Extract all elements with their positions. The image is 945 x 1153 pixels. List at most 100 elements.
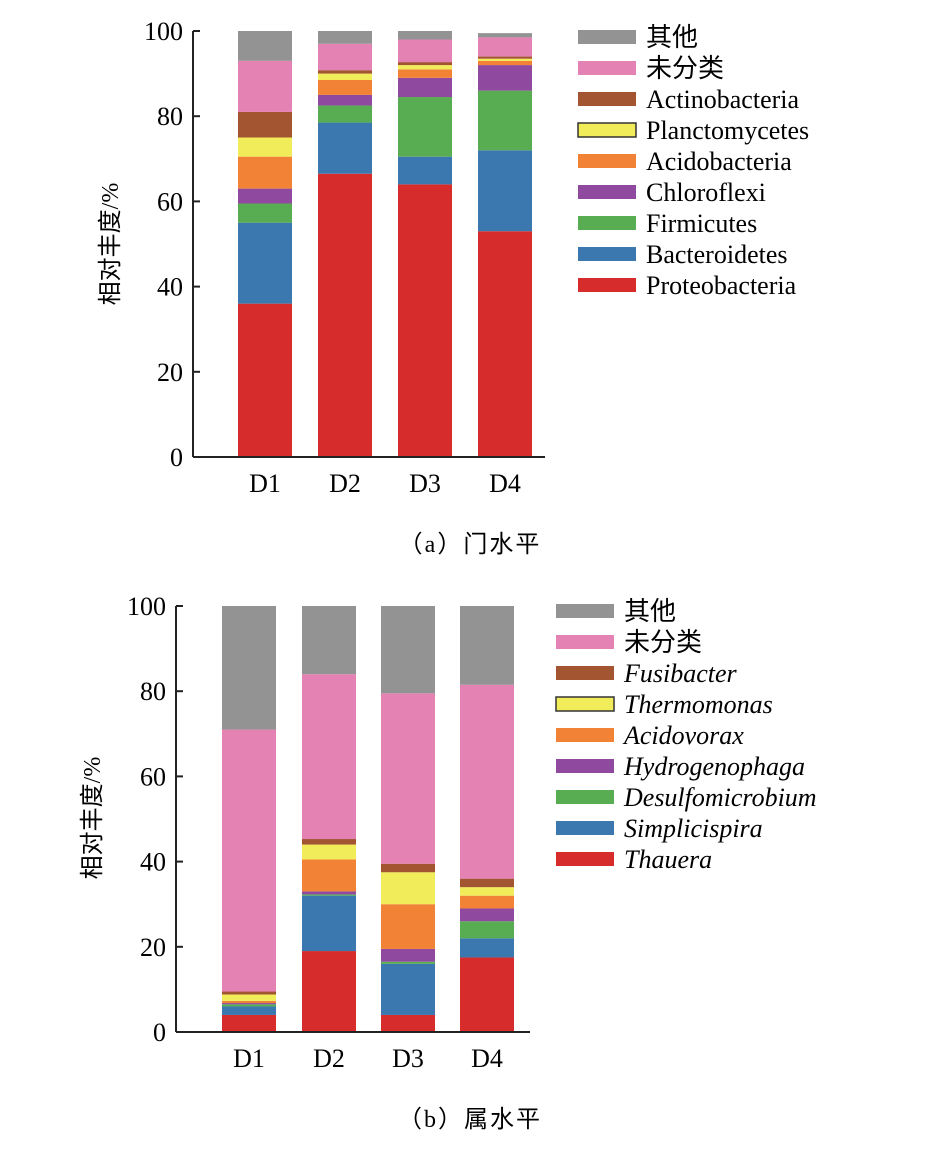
chart2-bar-D1-s1 [222,1014,276,1032]
chart1-bar-D4-s6 [478,58,532,61]
chart1-legend-swatch-5 [578,154,636,168]
chart1-y-tick-label-60: 60 [157,187,183,216]
chart2-y-tick-label-80: 80 [140,677,166,706]
chart2-bar-D3-s8 [381,693,435,864]
chart1-bar-D2-s3 [318,105,372,123]
chart1-bar-D2-s6 [318,73,372,80]
chart1-bar-D4-s3 [478,90,532,151]
chart1-bar-D3-s8 [398,39,452,63]
chart1-bar-D4-s2 [478,150,532,232]
chart1-bar-D3-s5 [398,69,452,78]
chart2-bar-D3-s4 [381,948,435,962]
chart1-y-tick-label-40: 40 [157,273,183,302]
chart1-bar-D1-s9 [238,31,292,61]
chart1-legend-label-1: Proteobacteria [646,271,797,300]
chart1-legend-swatch-1 [578,278,636,292]
chart1-x-label-D2: D2 [329,469,361,498]
chart1-bar-D2-s7 [318,70,372,74]
chart1-bar-D3-s4 [398,77,452,98]
chart2-y-tick-label-60: 60 [140,762,166,791]
chart1-bar-D2-s8 [318,43,372,71]
chart2-legend-label-2: Simplicispira [624,814,763,843]
chart2-bar-D2-s9 [302,606,356,675]
chart2-legend-label-7: Fusibacter [623,659,738,688]
chart2-bar-D4-s2 [460,938,514,958]
chart2-x-label-D3: D3 [392,1044,424,1073]
chart1-bar-D1-s2 [238,222,292,304]
chart2-bar-D4-s3 [460,921,514,939]
chart1-bar-D1-s5 [238,156,292,189]
chart1-y-tick-label-80: 80 [157,102,183,131]
chart2-bar-D2-s1 [302,951,356,1032]
chart1-legend-swatch-7 [578,92,636,106]
chart2-bar-D1-s8 [222,729,276,992]
chart1-legend-label-7: Actinobacteria [646,85,799,114]
chart2-legend-label-4: Hydrogenophaga [623,752,805,781]
chart2-bar-D4-s5 [460,895,514,909]
chart2-legend-swatch-2 [556,821,614,835]
chart2-x-label-D4: D4 [471,1044,503,1073]
chart2-y-tick-label-0: 0 [153,1018,166,1047]
chart2-bar-D3-s3 [381,961,435,964]
chart2-legend-swatch-5 [556,728,614,742]
chart1-legend-label-8: 未分类 [646,54,724,83]
chart2-bar-D1-s3 [222,1004,276,1007]
chart1-legend-label-5: Acidobacteria [646,147,792,176]
chart1-legend-swatch-8 [578,61,636,75]
chart2-bar-D4-s1 [460,957,514,1032]
chart2-bar-D4-s8 [460,684,514,879]
chart1-y-axis-label: 相对丰度/% [97,183,124,306]
chart2-legend-label-9: 其他 [624,597,676,626]
chart2-bar-D2-s8 [302,674,356,840]
chart2-bar-D4-s4 [460,908,514,922]
chart2-caption: （b）属水平 [398,1106,542,1133]
chart1-bar-D3-s9 [398,31,452,40]
chart1-legend-label-9: 其他 [646,23,698,52]
chart2-bar-D1-s7 [222,991,276,995]
chart1-bar-D4-s7 [478,56,532,59]
chart1-bar-D2-s2 [318,122,372,174]
chart2-bar-D1-s4 [222,1003,276,1005]
chart1-legend-swatch-3 [578,216,636,230]
chart1-legend-label-6: Planctomycetes [646,116,809,145]
chart1-x-label-D1: D1 [249,469,281,498]
chart2-bar-D2-s6 [302,844,356,860]
chart2-x-label-D2: D2 [313,1044,345,1073]
chart1-bar-D4-s1 [478,231,532,457]
chart1-legend-label-4: Chloroflexi [646,178,766,207]
chart2-bar-D1-s6 [222,994,276,1001]
chart1-legend-swatch-2 [578,247,636,261]
chart1-y-tick-label-100: 100 [144,17,183,46]
chart1-bar-D4-s9 [478,33,532,38]
chart2-y-tick-label-100: 100 [127,592,166,621]
chart1-caption: （a）门水平 [399,531,542,558]
chart1-bar-D4-s5 [478,60,532,66]
chart1-y-tick-label-0: 0 [170,443,183,472]
chart1-bar-D2-s1 [318,173,372,457]
chart2-bar-D3-s1 [381,1014,435,1032]
chart2-y-tick-label-20: 20 [140,933,166,962]
chart1-bar-D3-s7 [398,62,452,66]
chart1-legend-swatch-6 [577,122,637,138]
chart2-legend-swatch-4 [556,759,614,773]
chart1-bar-D3-s1 [398,184,452,458]
chart2-y-tick-label-40: 40 [140,848,166,877]
chart2-legend-swatch-1 [556,852,614,866]
chart1-legend-label-3: Firmicutes [646,209,757,238]
chart2-bar-D4-s7 [460,878,514,888]
chart2-bar-D1-s2 [222,1006,276,1015]
chart2-y-axis-label: 相对丰度/% [79,757,106,880]
chart2-legend-swatch-3 [556,790,614,804]
chart1-legend-label-2: Bacteroidetes [646,240,788,269]
chart1-bar-D3-s6 [398,65,452,70]
chart2-bar-D3-s6 [381,872,435,905]
chart2-bar-D2-s2 [302,895,356,952]
chart1-bar-D1-s4 [238,188,292,204]
chart2-legend-swatch-6 [555,696,615,712]
chart1-bar-D1-s8 [238,60,292,112]
chart2-bar-D4-s9 [460,606,514,685]
chart2-bar-D1-s5 [222,1000,276,1004]
chart2-bar-D2-s3 [302,894,356,896]
chart1-bar-D3-s2 [398,156,452,185]
